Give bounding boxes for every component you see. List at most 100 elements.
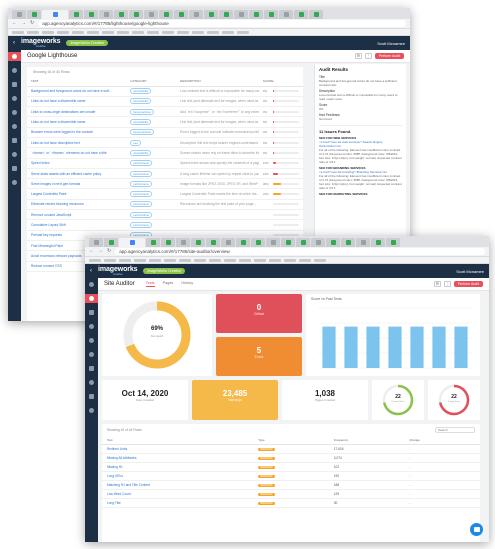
browser-tab[interactable] xyxy=(146,238,160,247)
sidebar-item-settings[interactable] xyxy=(85,406,98,415)
table-row[interactable]: Low Word Count WARNING 129- xyxy=(102,489,480,499)
table-row[interactable]: Remove unused JavaScript performance xyxy=(27,209,303,221)
perform-audit-button[interactable]: Perform Audit xyxy=(453,281,483,287)
browser-tab-active[interactable] xyxy=(119,238,145,247)
test-title-link[interactable]: Avoid enormous network payloads xyxy=(27,250,127,262)
test-title-link[interactable]: Serve static assets with an efficient ca… xyxy=(27,168,127,180)
sidebar-item-calls[interactable] xyxy=(85,350,98,359)
forward-arrow-icon[interactable]: → xyxy=(21,20,26,26)
sidebar-item-search[interactable] xyxy=(8,52,21,61)
bookmark-item[interactable] xyxy=(254,258,266,262)
sidebar-item-reports[interactable] xyxy=(85,308,98,317)
sidebar-item-pages[interactable] xyxy=(8,136,21,145)
table-row[interactable]: Long Title WARNING 30- xyxy=(102,498,480,508)
test-title-link[interactable]: Links to cross-origin destinations are u… xyxy=(27,106,127,118)
bookmark-item[interactable] xyxy=(72,30,84,34)
table-row[interactable]: Browser errors were logged to the consol… xyxy=(27,127,303,138)
test-name-link[interactable]: Long URLs xyxy=(102,471,254,481)
bookmark-item[interactable] xyxy=(209,258,221,262)
user-menu[interactable]: Scott Mcnamee xyxy=(456,268,484,274)
browser-tab[interactable] xyxy=(386,238,400,247)
browser-tab[interactable] xyxy=(189,10,203,19)
test-title-link[interactable]: Links do not have a discernible name xyxy=(27,96,127,108)
browser-tab[interactable] xyxy=(104,238,118,247)
browser-tab[interactable] xyxy=(296,238,310,247)
perform-audit-button[interactable]: Perform Audit xyxy=(374,53,404,59)
column-header[interactable]: Test xyxy=(102,436,254,445)
score-bar[interactable] xyxy=(432,326,446,368)
url-field[interactable]: app.agencyanalytics.com/#/17785/site-aud… xyxy=(115,248,485,255)
browser-tab[interactable] xyxy=(236,238,250,247)
bookmark-item[interactable] xyxy=(57,30,69,34)
sidebar-item-social[interactable] xyxy=(8,94,21,103)
browser-tab[interactable] xyxy=(129,10,143,19)
score-bar[interactable] xyxy=(344,326,358,368)
browser-tab[interactable] xyxy=(159,10,173,19)
bookmark-item[interactable] xyxy=(119,258,131,262)
column-header[interactable]: TEST xyxy=(27,77,127,87)
column-header[interactable]: Type xyxy=(253,436,329,445)
test-title-link[interactable]: First Meaningful Paint xyxy=(27,240,127,252)
issue-link[interactable]: <a href="/seo-for-web-services">Search E… xyxy=(319,140,383,148)
sidebar-item-dashboard[interactable] xyxy=(85,280,98,289)
settings-icon[interactable]: ⚙ xyxy=(354,53,362,59)
sidebar-item-reports[interactable] xyxy=(8,80,21,89)
bookmark-item[interactable] xyxy=(299,258,311,262)
settings-icon[interactable]: ⚙ xyxy=(433,281,441,287)
bookmark-item[interactable] xyxy=(237,30,249,34)
tab-pages[interactable]: Pages xyxy=(162,281,174,285)
test-title-link[interactable]: `<frame>` or `<iframe>` elements do not … xyxy=(27,147,127,159)
user-menu[interactable]: Scott Mcnamee xyxy=(377,40,405,46)
score-bar[interactable] xyxy=(366,326,380,368)
bookmark-item[interactable] xyxy=(89,258,101,262)
browser-tab[interactable] xyxy=(89,238,103,247)
browser-tab[interactable] xyxy=(206,238,220,247)
browser-tab[interactable] xyxy=(204,10,218,19)
browser-tab[interactable] xyxy=(326,238,340,247)
bookmark-item[interactable] xyxy=(192,30,204,34)
browser-tab[interactable] xyxy=(84,10,98,19)
score-bar[interactable] xyxy=(410,326,424,368)
bookmark-item[interactable] xyxy=(132,30,144,34)
bookmark-item[interactable] xyxy=(162,30,174,34)
browser-tab[interactable] xyxy=(311,238,325,247)
column-header[interactable]: SCORE xyxy=(258,77,303,87)
browser-tab[interactable] xyxy=(221,238,235,247)
browser-tab[interactable] xyxy=(371,238,385,247)
table-row[interactable]: Largest Contentful Paint performance Large… xyxy=(27,188,303,200)
more-options-icon[interactable]: ⋮ xyxy=(443,281,451,287)
browser-tab[interactable] xyxy=(356,238,370,247)
test-title-link[interactable]: Browser errors were logged to the consol… xyxy=(27,127,127,138)
browser-tab[interactable] xyxy=(114,10,128,19)
bookmark-item[interactable] xyxy=(284,258,296,262)
browser-tab[interactable] xyxy=(191,238,205,247)
table-row[interactable]: Serve static assets with an efficient ca… xyxy=(27,168,303,180)
test-name-link[interactable]: Matching H1 and Title Content xyxy=(102,480,254,490)
forward-arrow-icon[interactable]: → xyxy=(98,248,103,254)
bookmark-item[interactable] xyxy=(104,258,116,262)
column-header[interactable]: CATEGORY xyxy=(126,77,177,87)
url-field[interactable]: app.agencyanalytics.com/#/17785/lighthou… xyxy=(38,20,406,27)
test-title-link[interactable]: Links do not have descriptive text xyxy=(27,137,127,149)
test-title-link[interactable]: Preload key requests xyxy=(27,230,127,241)
sidebar-item-social[interactable] xyxy=(85,322,98,331)
table-row[interactable]: Links do not have a discernible name acce… xyxy=(27,116,303,128)
sidebar-item-pages[interactable] xyxy=(85,364,98,373)
bookmark-item[interactable] xyxy=(87,30,99,34)
campaign-selector[interactable]: ImageWorks Creative xyxy=(143,268,186,274)
browser-tab[interactable] xyxy=(249,10,263,19)
reload-icon[interactable]: ↻ xyxy=(30,20,35,26)
chevron-left-icon[interactable]: ‹ xyxy=(90,268,92,274)
tab-history[interactable]: History xyxy=(181,281,194,285)
table-row[interactable]: Missing H1 WARNING 102- xyxy=(102,462,480,472)
table-row[interactable]: Links to cross-origin destinations are u… xyxy=(27,106,303,118)
browser-tab[interactable] xyxy=(266,238,280,247)
column-header[interactable]: Frequency xyxy=(328,436,405,445)
chevron-left-icon[interactable]: ‹ xyxy=(13,40,15,46)
test-name-link[interactable]: Missing Alt Attributes xyxy=(102,453,254,463)
table-row[interactable]: Long URLs WARNING 190- xyxy=(102,471,480,481)
bookmark-item[interactable] xyxy=(147,30,159,34)
bookmark-item[interactable] xyxy=(224,258,236,262)
browser-tab[interactable] xyxy=(341,238,355,247)
sidebar-item-settings[interactable] xyxy=(8,178,21,187)
